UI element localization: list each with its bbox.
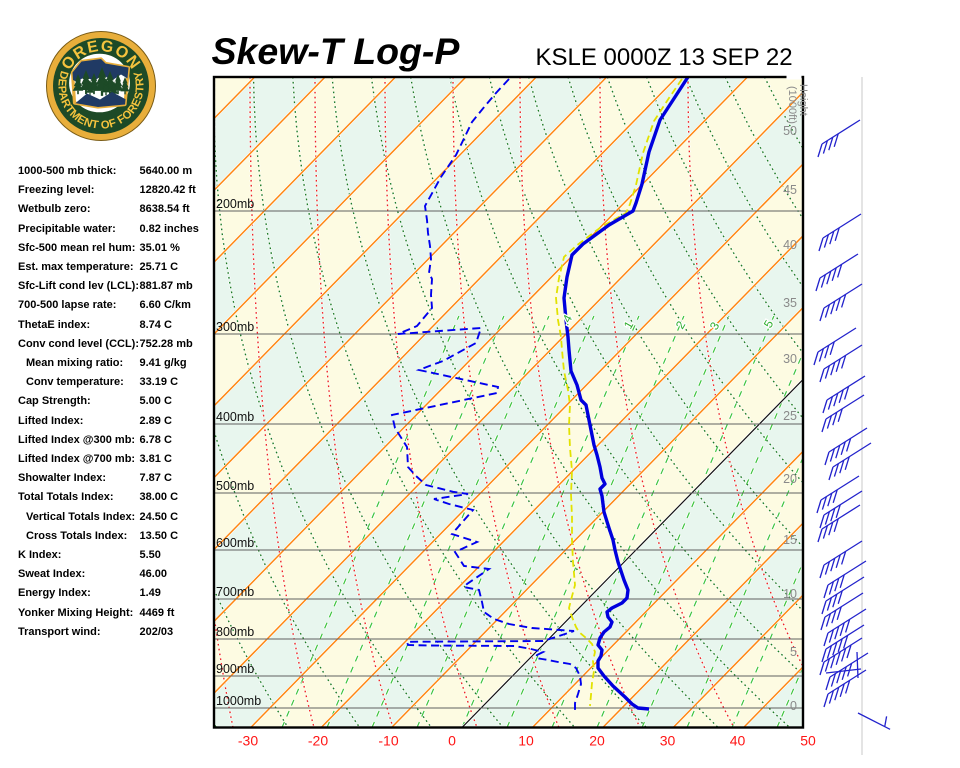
svg-text:200mb: 200mb (216, 197, 254, 211)
svg-text:900mb: 900mb (216, 662, 254, 676)
svg-text:700mb: 700mb (216, 585, 254, 599)
svg-text:40: 40 (783, 238, 797, 252)
svg-text:-30: -30 (238, 733, 258, 749)
svg-text:50: 50 (783, 124, 797, 138)
svg-text:35: 35 (783, 296, 797, 310)
svg-text:(1000ft): (1000ft) (786, 86, 798, 124)
svg-text:400mb: 400mb (216, 410, 254, 424)
svg-text:25: 25 (783, 409, 797, 423)
svg-text:20: 20 (589, 733, 605, 749)
svg-text:30: 30 (783, 352, 797, 366)
svg-text:5: 5 (790, 645, 797, 659)
svg-text:50: 50 (800, 733, 816, 749)
svg-text:800mb: 800mb (216, 625, 254, 639)
svg-text:Height: Height (797, 84, 809, 116)
svg-text:500mb: 500mb (216, 479, 254, 493)
svg-text:10: 10 (783, 587, 797, 601)
svg-text:1000mb: 1000mb (216, 694, 261, 708)
svg-text:0: 0 (448, 733, 456, 749)
svg-text:-20: -20 (308, 733, 328, 749)
svg-text:40: 40 (730, 733, 746, 749)
svg-text:0: 0 (790, 699, 797, 713)
svg-text:-10: -10 (378, 733, 398, 749)
svg-text:20: 20 (783, 472, 797, 486)
svg-text:45: 45 (783, 183, 797, 197)
svg-text:30: 30 (660, 733, 676, 749)
svg-text:600mb: 600mb (216, 536, 254, 550)
svg-text:300mb: 300mb (216, 320, 254, 334)
svg-text:10: 10 (518, 733, 534, 749)
svg-text:15: 15 (783, 533, 797, 547)
